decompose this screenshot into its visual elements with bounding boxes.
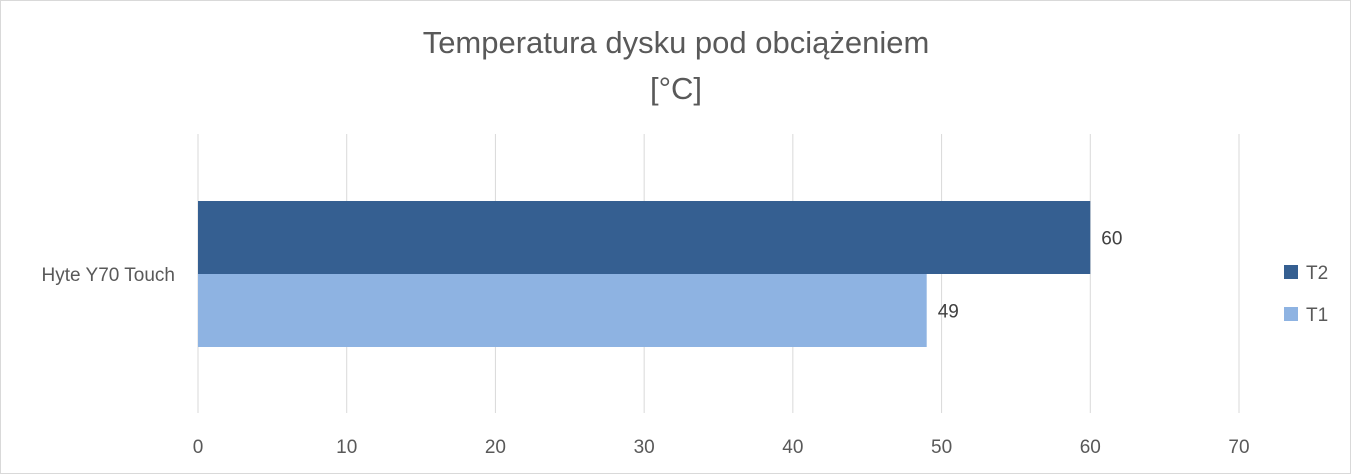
chart-subtitle: [°C] [650,71,702,106]
legend-swatch-t1 [1284,307,1298,321]
bar-t2 [198,201,1091,274]
x-tick-label: 10 [336,437,357,458]
x-tick-label: 40 [782,437,803,458]
legend: T2 T1 [1284,263,1328,326]
legend-swatch-t2 [1284,265,1298,279]
data-label: 49 [938,302,959,323]
x-tick-label: 50 [931,437,952,458]
x-axis-ticks: 0 10 20 30 40 50 60 70 [193,437,1250,458]
category-label: Hyte Y70 Touch [42,265,175,286]
x-tick-label: 0 [193,437,204,458]
chart-title: Temperatura dysku pod obciążeniem [423,25,930,60]
data-label: 60 [1101,229,1122,250]
bars [198,201,1091,347]
bar-t1 [198,274,927,347]
data-labels: 60 49 [938,229,1123,323]
legend-label-t1: T1 [1306,305,1328,326]
x-tick-label: 60 [1080,437,1101,458]
x-tick-label: 20 [485,437,506,458]
x-tick-label: 70 [1228,437,1249,458]
legend-label-t2: T2 [1306,263,1328,284]
x-tick-label: 30 [634,437,655,458]
